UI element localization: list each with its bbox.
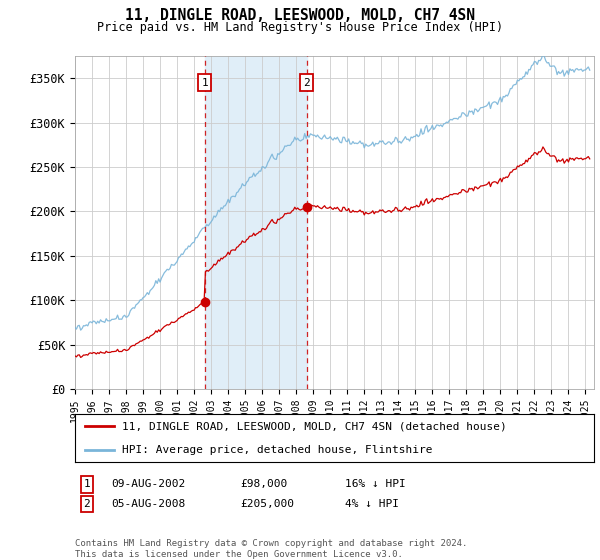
Text: Price paid vs. HM Land Registry's House Price Index (HPI): Price paid vs. HM Land Registry's House … [97, 21, 503, 34]
Text: 2: 2 [83, 499, 91, 509]
Text: HPI: Average price, detached house, Flintshire: HPI: Average price, detached house, Flin… [122, 445, 432, 455]
Text: 2: 2 [304, 78, 310, 88]
Bar [205, 56, 307, 389]
Text: £98,000: £98,000 [240, 479, 287, 489]
Text: 11, DINGLE ROAD, LEESWOOD, MOLD, CH7 4SN (detached house): 11, DINGLE ROAD, LEESWOOD, MOLD, CH7 4SN… [122, 421, 506, 431]
Text: 11, DINGLE ROAD, LEESWOOD, MOLD, CH7 4SN: 11, DINGLE ROAD, LEESWOOD, MOLD, CH7 4SN [125, 8, 475, 24]
Text: 05-AUG-2008: 05-AUG-2008 [111, 499, 185, 509]
Text: 4% ↓ HPI: 4% ↓ HPI [345, 499, 399, 509]
Text: 09-AUG-2002: 09-AUG-2002 [111, 479, 185, 489]
Text: £205,000: £205,000 [240, 499, 294, 509]
Text: 16% ↓ HPI: 16% ↓ HPI [345, 479, 406, 489]
Text: 1: 1 [201, 78, 208, 88]
Text: 1: 1 [83, 479, 91, 489]
Text: Contains HM Land Registry data © Crown copyright and database right 2024.
This d: Contains HM Land Registry data © Crown c… [75, 539, 467, 559]
